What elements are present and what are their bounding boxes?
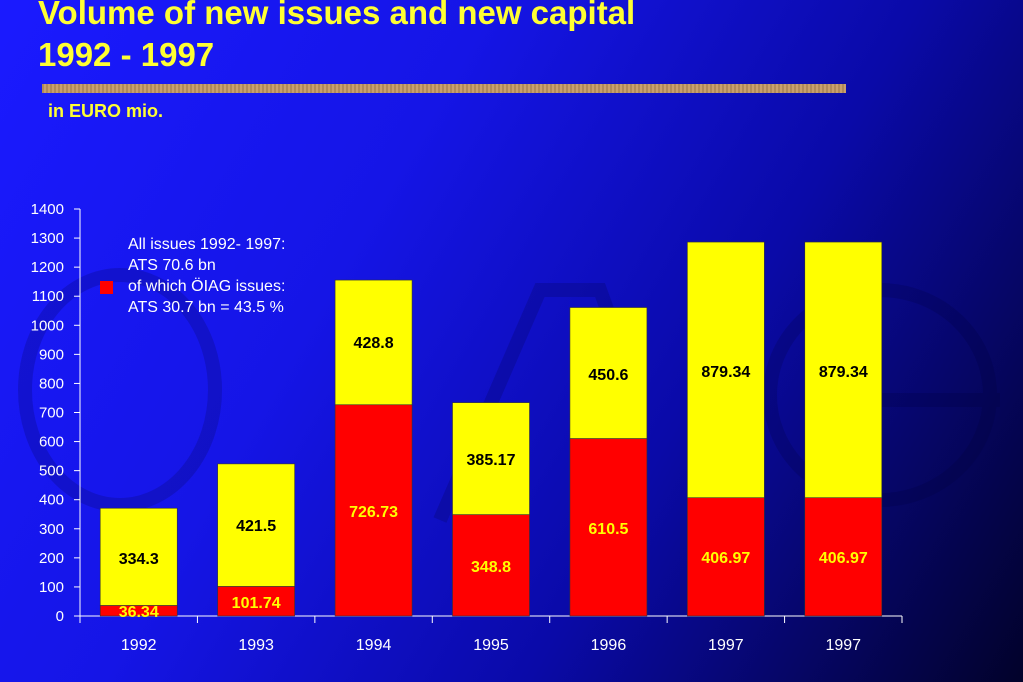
data-label-other: 879.34 bbox=[819, 364, 868, 381]
legend-line-all-total: ATS 70.6 bn bbox=[128, 257, 216, 274]
data-label-other: 385.17 bbox=[467, 452, 516, 469]
data-label-oiag: 36.34 bbox=[119, 604, 159, 621]
bar-segment-oiag bbox=[569, 438, 648, 617]
bar-segment-oiag bbox=[334, 404, 413, 617]
page-title: Volume of new issues and new capital 199… bbox=[38, 0, 635, 76]
bar-segment-other bbox=[99, 507, 178, 606]
data-label-other: 879.34 bbox=[701, 364, 750, 381]
x-tick-label: 1997 bbox=[708, 637, 744, 654]
bar-segment-oiag bbox=[804, 497, 883, 617]
data-label-other: 334.3 bbox=[119, 551, 159, 568]
x-tick-label: 1994 bbox=[356, 637, 392, 654]
data-label-other: 421.5 bbox=[236, 518, 276, 535]
data-label-oiag: 406.97 bbox=[819, 550, 868, 567]
legend-swatch-oiag bbox=[100, 281, 113, 294]
data-label-oiag: 406.97 bbox=[701, 550, 750, 567]
x-tick-label: 1993 bbox=[238, 637, 274, 654]
bar-segment-oiag bbox=[687, 497, 765, 617]
y-tick-label: 800 bbox=[39, 375, 64, 392]
data-label-other: 450.6 bbox=[588, 367, 628, 384]
x-tick-label: 1995 bbox=[473, 637, 509, 654]
y-tick-label: 400 bbox=[39, 492, 64, 509]
bar-segment-other bbox=[569, 307, 648, 439]
unit-label: in EURO mio. bbox=[48, 101, 164, 121]
legend: All issues 1992- 1997: ATS 70.6 bn of wh… bbox=[100, 234, 285, 318]
legend-line-oiag-total: ATS 30.7 bn = 43.5 % bbox=[128, 299, 284, 316]
y-tick-label: 1000 bbox=[31, 317, 64, 334]
bar-segment-oiag bbox=[217, 586, 295, 617]
bar-segment-oiag bbox=[452, 514, 530, 617]
x-tick-label: 1997 bbox=[825, 637, 861, 654]
title-line-2: 1992 - 1997 bbox=[38, 36, 215, 73]
y-tick-label: 1200 bbox=[31, 259, 64, 276]
bars: 36.34 334.3 101.74 421.5 726.73 428.8 348.8 385… bbox=[99, 241, 883, 621]
bar-segment-other bbox=[687, 241, 765, 498]
title-divider bbox=[42, 84, 846, 93]
y-tick-label: 600 bbox=[39, 434, 64, 451]
data-label-oiag: 348.8 bbox=[471, 559, 511, 576]
bar-segment-other bbox=[217, 463, 295, 587]
y-tick-label: 0 bbox=[56, 608, 64, 625]
y-tick-label: 1300 bbox=[31, 230, 64, 247]
y-tick-label: 300 bbox=[39, 521, 64, 538]
x-tick-label: 1992 bbox=[121, 637, 157, 654]
legend-line-oiag: of which ÖIAG issues: bbox=[128, 278, 286, 295]
data-label-other: 428.8 bbox=[354, 335, 394, 352]
x-axis: 1992 1993 1994 1995 1996 1997 1997 bbox=[79, 615, 903, 654]
data-label-oiag: 101.74 bbox=[232, 595, 281, 612]
y-tick-label: 100 bbox=[39, 579, 64, 596]
legend-line-all-issues: All issues 1992- 1997: bbox=[128, 236, 286, 253]
bar-segment-other bbox=[804, 241, 883, 498]
x-tick-label: 1996 bbox=[591, 637, 627, 654]
y-tick-label: 200 bbox=[39, 550, 64, 567]
y-tick-label: 1400 bbox=[31, 201, 64, 218]
y-tick-label: 700 bbox=[39, 405, 64, 422]
y-tick-label: 900 bbox=[39, 346, 64, 363]
data-label-oiag: 726.73 bbox=[349, 504, 398, 521]
y-tick-label: 500 bbox=[39, 463, 64, 480]
y-axis: 0 100 200 300 400 500 600 700 800 900 1000 1100 1200… bbox=[31, 201, 81, 625]
bar-segment-other bbox=[452, 402, 530, 515]
y-tick-label: 1100 bbox=[32, 288, 64, 305]
title-line-1: Volume of new issues and new capital bbox=[38, 0, 636, 31]
bar-segment-other bbox=[334, 279, 413, 406]
data-label-oiag: 610.5 bbox=[588, 521, 628, 538]
